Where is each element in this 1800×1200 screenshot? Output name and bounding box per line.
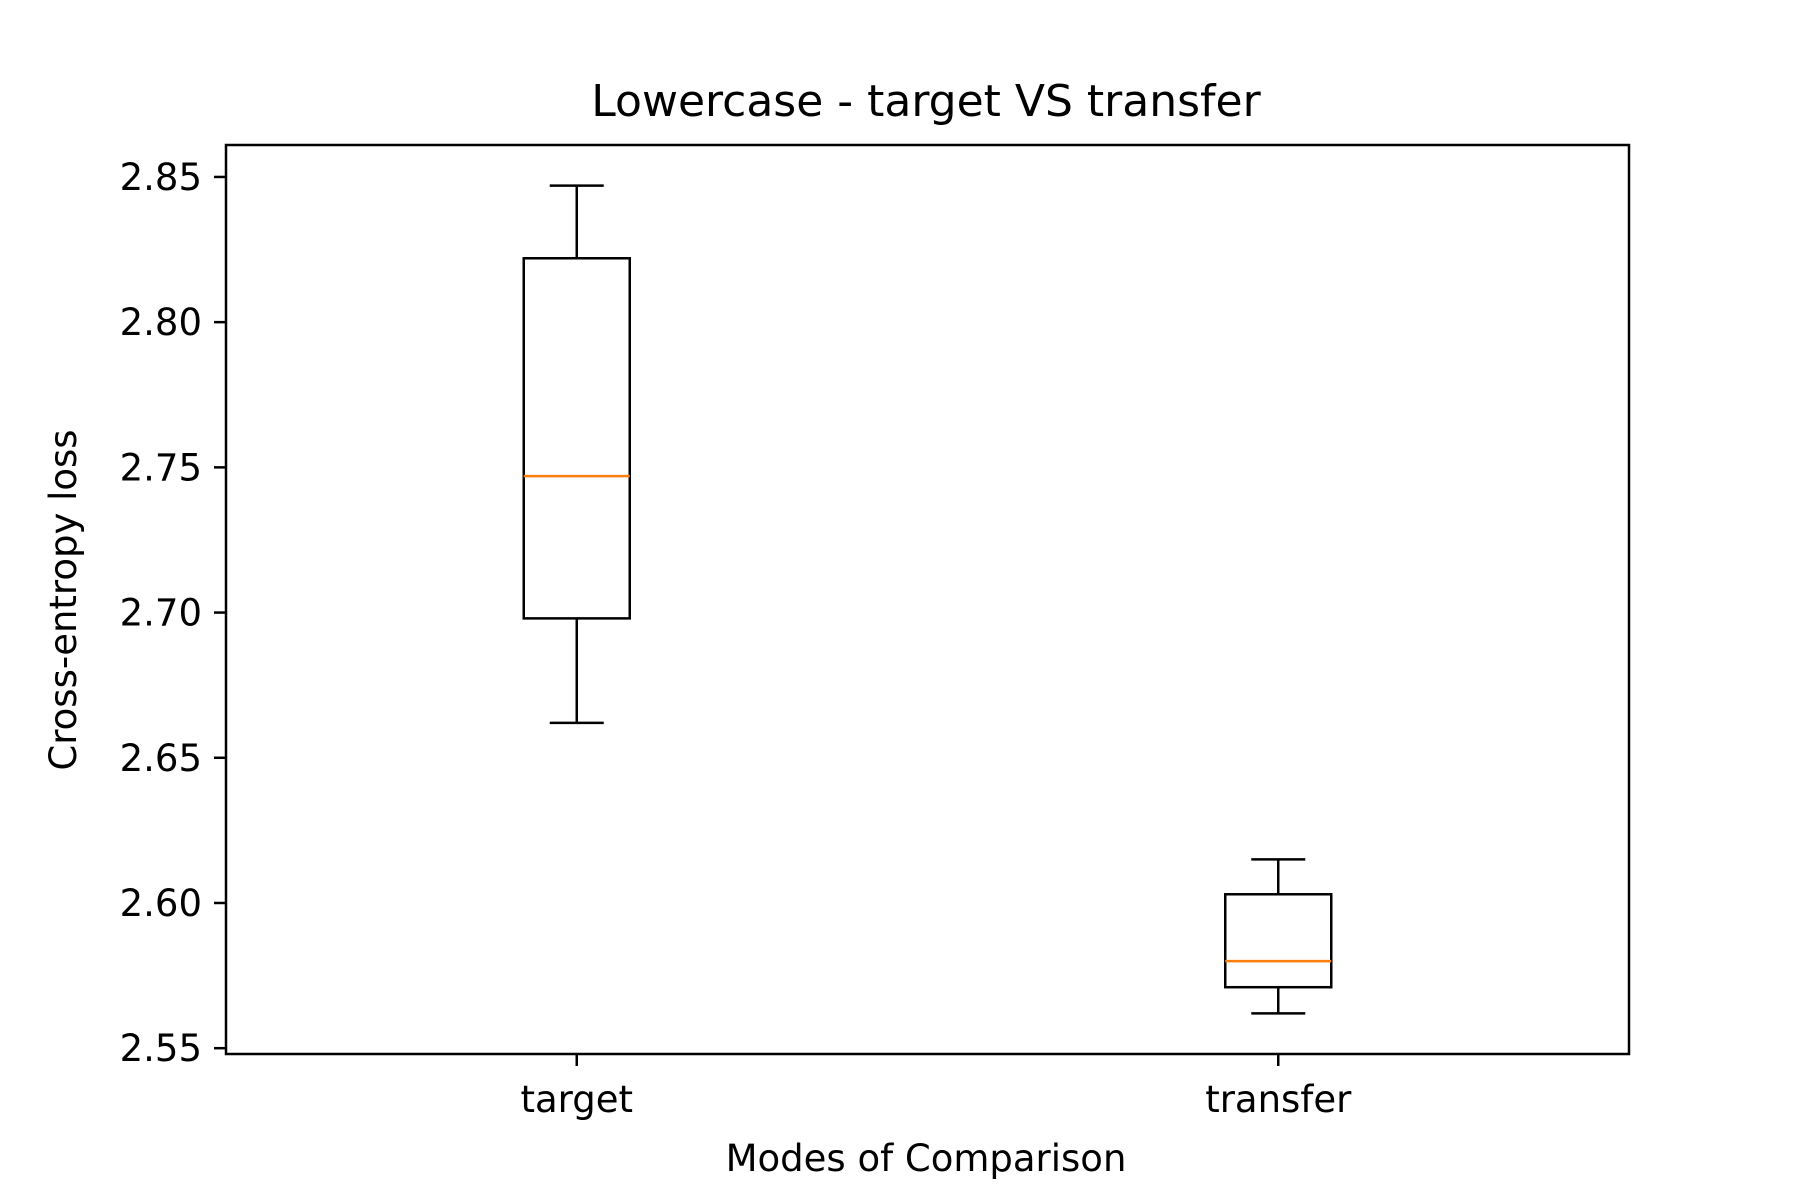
x-axis: target transfer [521, 1054, 1352, 1121]
boxes [522, 184, 1333, 1015]
iqr-box-target [522, 257, 631, 620]
y-tick-label-4: 2.75 [120, 446, 202, 489]
box-target [522, 184, 631, 725]
y-tick-label-5: 2.80 [120, 301, 202, 344]
x-axis-label: Modes of Comparison [726, 1137, 1127, 1180]
y-tick-label-2: 2.65 [120, 737, 202, 780]
y-tick-label-3: 2.70 [120, 592, 202, 635]
chart-title: Lowercase - target VS transfer [591, 76, 1261, 127]
y-tick-label-6: 2.85 [120, 156, 202, 199]
plot-frame [224, 143, 1631, 1056]
y-axis: 2.55 2.60 2.65 2.70 2.75 2.80 2.85 [120, 156, 226, 1070]
box-transfer [1224, 858, 1333, 1015]
iqr-box-transfer [1224, 893, 1333, 989]
x-tick-label-target: target [521, 1078, 634, 1121]
y-axis-label: Cross-entropy loss [42, 429, 85, 770]
y-tick-label-1: 2.60 [120, 882, 202, 925]
y-tick-label-0: 2.55 [120, 1027, 202, 1070]
x-tick-label-transfer: transfer [1205, 1078, 1352, 1121]
